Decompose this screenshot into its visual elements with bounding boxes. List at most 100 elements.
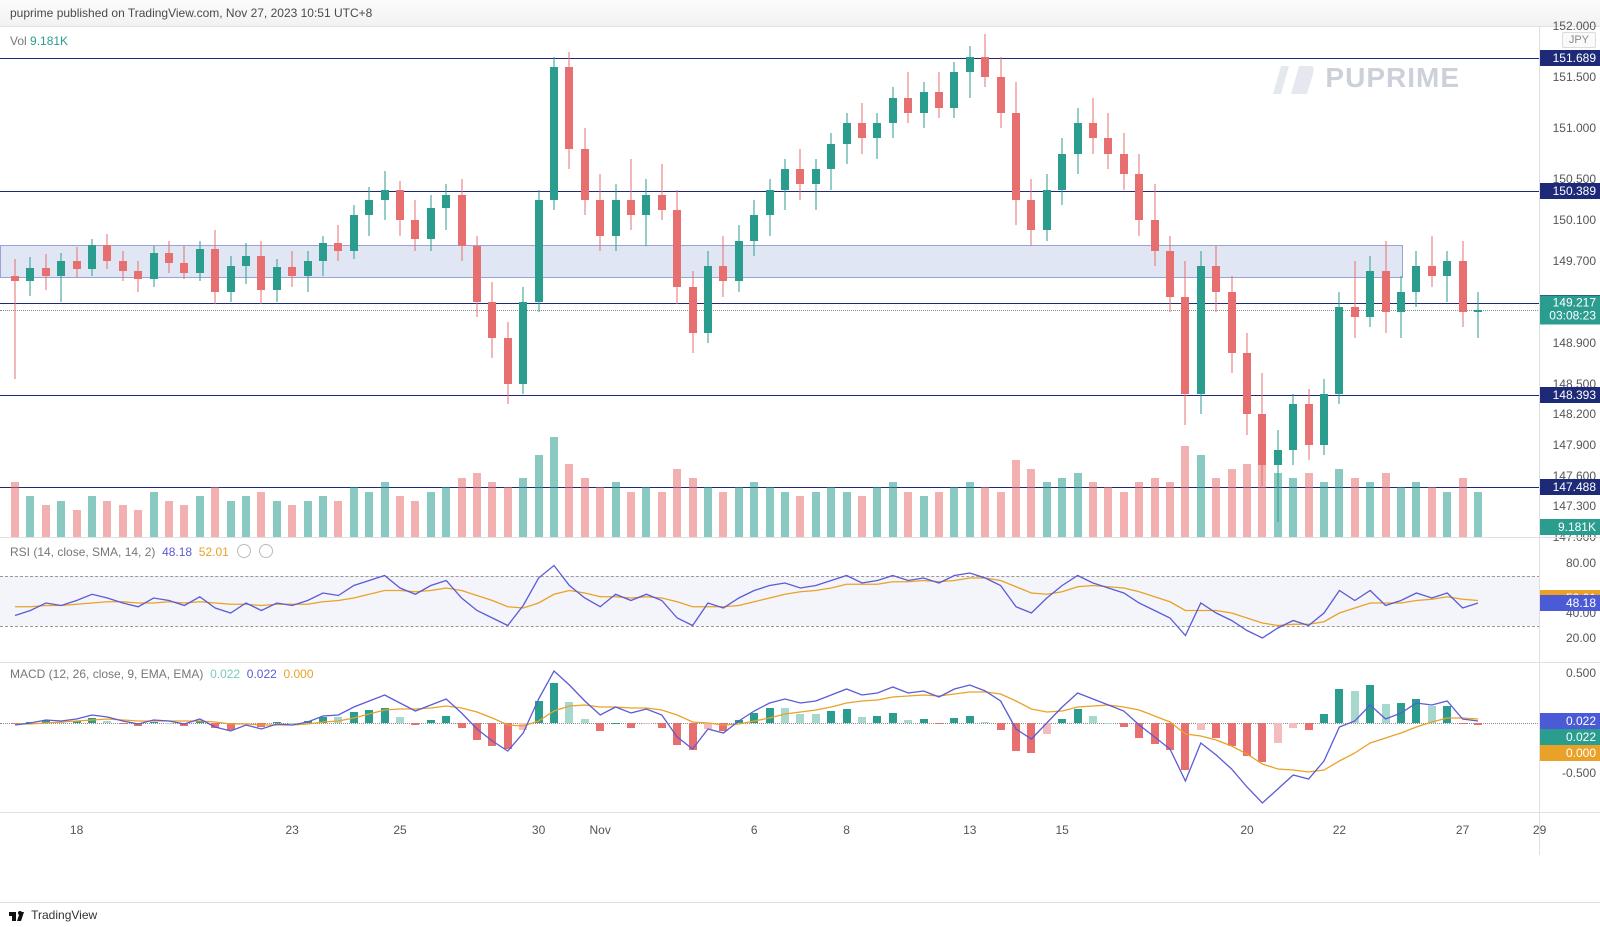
volume-bar [565, 464, 573, 537]
x-tick: Nov [590, 823, 611, 837]
x-tick: 25 [393, 823, 406, 837]
axis-price-tag: 147.488 [1540, 479, 1600, 495]
x-tick: 30 [532, 823, 545, 837]
volume-bar [1397, 487, 1405, 537]
volume-bar [88, 496, 96, 537]
volume-bar [766, 487, 774, 537]
y-tick: 149.700 [1553, 254, 1596, 268]
y-tick: 80.00 [1566, 556, 1596, 570]
volume-bar [1197, 455, 1205, 537]
y-tick: 20.00 [1566, 631, 1596, 645]
volume-bar [858, 496, 866, 537]
volume-bar [103, 501, 111, 537]
volume-bar [781, 492, 789, 537]
volume-bar [319, 496, 327, 537]
watermark-text: PUPRIME [1325, 62, 1460, 94]
volume-bar [211, 487, 219, 537]
volume-bar [180, 505, 188, 537]
volume-bar [1166, 482, 1174, 537]
volume-bar [1181, 446, 1189, 537]
volume-bar [134, 510, 142, 537]
volume-bar [689, 478, 697, 537]
x-tick: 22 [1333, 823, 1346, 837]
volume-bar [458, 478, 466, 537]
volume-bar [288, 505, 296, 537]
volume-bar [612, 482, 620, 537]
level-line[interactable] [0, 303, 1540, 304]
rsi-y-axis[interactable]: 80.0040.0020.0052.0148.18 [1539, 538, 1600, 663]
volume-bar [1289, 478, 1297, 537]
x-tick: 13 [963, 823, 976, 837]
x-tick: 20 [1240, 823, 1253, 837]
y-tick: 147.300 [1553, 499, 1596, 513]
volume-bar [1212, 478, 1220, 537]
volume-bar [350, 487, 358, 537]
volume-bar [504, 487, 512, 537]
volume-bar [1074, 473, 1082, 537]
volume-bar [334, 501, 342, 537]
volume-bar [1320, 482, 1328, 537]
volume-label-value: 9.181K [30, 34, 68, 48]
puprime-logo-icon [1267, 56, 1315, 100]
y-tick: 0.500 [1566, 666, 1596, 680]
rsi-pane[interactable]: RSI (14, close, SMA, 14, 2) 48.18 52.01 … [0, 537, 1600, 663]
volume-bar [627, 492, 635, 537]
volume-bar [227, 501, 235, 537]
price-line [0, 310, 1540, 311]
time-axis-corner [1539, 813, 1600, 855]
volume-bar [981, 487, 989, 537]
volume-bar [11, 482, 19, 537]
volume-bar [519, 478, 527, 537]
y-tick: 151.500 [1553, 70, 1596, 84]
volume-bar [796, 496, 804, 537]
price-plot[interactable]: Vol 9.181K PUPRIME [0, 26, 1540, 537]
publish-text: puprime published on TradingView.com, No… [10, 6, 372, 20]
volume-bar [581, 478, 589, 537]
time-plot-area: 18232530Nov68131520222729 [0, 813, 1540, 855]
volume-bar [827, 487, 835, 537]
volume-bar [1382, 473, 1390, 537]
macd-pane[interactable]: MACD (12, 26, close, 9, EMA, EMA) 0.022 … [0, 662, 1600, 813]
volume-bar [873, 487, 881, 537]
volume-bar [719, 492, 727, 537]
y-tick: 150.100 [1553, 213, 1596, 227]
macd-lines [0, 663, 1540, 813]
volume-label: Vol 9.181K [10, 34, 68, 48]
watermark: PUPRIME [1267, 56, 1460, 100]
macd-plot[interactable]: MACD (12, 26, close, 9, EMA, EMA) 0.022 … [0, 663, 1540, 813]
rsi-lines [0, 538, 1540, 663]
axis-price-tag: 151.689 [1540, 50, 1600, 66]
axis-value-tag: 0.022 [1540, 713, 1600, 729]
volume-bar [1305, 473, 1313, 537]
volume-bar [411, 501, 419, 537]
volume-bar [535, 455, 543, 537]
volume-bar [966, 482, 974, 537]
level-line[interactable] [0, 58, 1540, 59]
axis-price-tag: 149.21703:08:23 [1540, 296, 1600, 325]
axis-value-tag: 0.022 [1540, 729, 1600, 745]
axis-value-tag: 0.000 [1540, 745, 1600, 761]
x-tick: 15 [1056, 823, 1069, 837]
axis-price-tag: 148.393 [1540, 387, 1600, 403]
volume-bar [1027, 469, 1035, 537]
volume-bar [1428, 487, 1436, 537]
volume-bar [658, 492, 666, 537]
price-pane[interactable]: Vol 9.181K PUPRIME JPY 152.000151.500151… [0, 26, 1600, 537]
volume-bar [396, 496, 404, 537]
volume-bar [196, 496, 204, 537]
volume-bar [73, 510, 81, 537]
volume-bar [488, 482, 496, 537]
time-axis[interactable]: 18232530Nov68131520222729 [0, 812, 1600, 855]
x-tick: 6 [751, 823, 758, 837]
symbol-tag[interactable]: JPY [1562, 32, 1596, 48]
volume-bar [1120, 492, 1128, 537]
volume-bar [365, 492, 373, 537]
x-tick: 8 [843, 823, 850, 837]
volume-bar [1151, 478, 1159, 537]
rsi-plot[interactable]: RSI (14, close, SMA, 14, 2) 48.18 52.01 [0, 538, 1540, 663]
volume-bar [1104, 487, 1112, 537]
macd-y-axis[interactable]: 0.500-0.5000.0220.0220.000 [1539, 663, 1600, 813]
volume-bar [1012, 460, 1020, 537]
price-y-axis[interactable]: JPY 152.000151.500151.000150.500150.1001… [1539, 26, 1600, 537]
volume-bar [1443, 492, 1451, 537]
